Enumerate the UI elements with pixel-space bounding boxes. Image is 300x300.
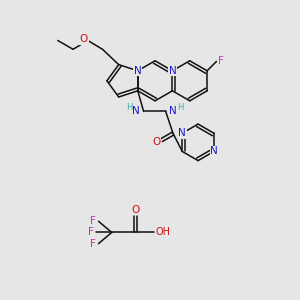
Text: N: N — [178, 128, 186, 138]
Text: O: O — [152, 136, 160, 147]
Text: N: N — [169, 66, 176, 76]
Text: OH: OH — [156, 227, 171, 237]
Text: N: N — [210, 146, 218, 157]
Text: F: F — [90, 216, 96, 226]
Text: F: F — [218, 56, 224, 66]
Text: O: O — [131, 205, 140, 215]
Text: H: H — [126, 103, 133, 112]
Text: N: N — [169, 106, 177, 116]
Text: F: F — [90, 238, 96, 249]
Text: O: O — [80, 34, 88, 44]
Text: N: N — [134, 66, 142, 76]
Text: H: H — [177, 103, 183, 112]
Text: F: F — [88, 227, 94, 237]
Text: N: N — [132, 106, 140, 116]
